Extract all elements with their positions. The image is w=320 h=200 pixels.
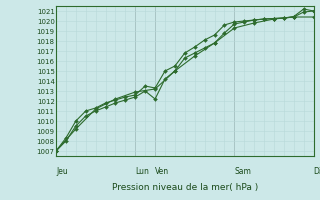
Text: Dim: Dim bbox=[314, 167, 320, 176]
Text: Lun: Lun bbox=[135, 167, 149, 176]
Text: Sam: Sam bbox=[234, 167, 251, 176]
Text: Ven: Ven bbox=[155, 167, 169, 176]
Text: Pression niveau de la mer( hPa ): Pression niveau de la mer( hPa ) bbox=[112, 183, 258, 192]
Text: Jeu: Jeu bbox=[56, 167, 68, 176]
